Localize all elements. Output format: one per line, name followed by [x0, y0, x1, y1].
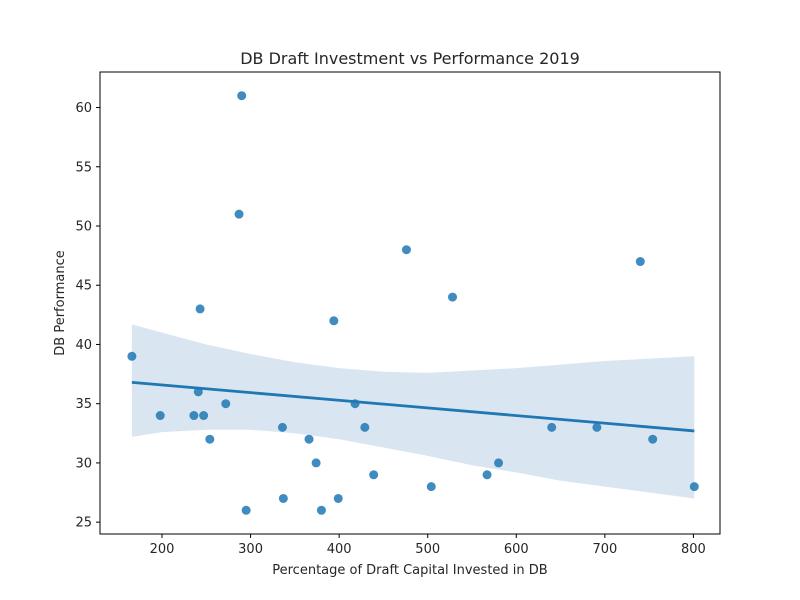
y-tick-label: 30	[75, 456, 92, 471]
data-point	[401, 245, 411, 255]
data-point	[278, 493, 288, 503]
x-tick-label: 800	[681, 542, 706, 557]
y-axis: 25 30 35 40 45 50 55 60	[75, 101, 100, 531]
plot-frame	[99, 71, 721, 535]
data-point	[221, 399, 231, 409]
y-axis-label: DB Performance	[53, 250, 68, 355]
data-point	[277, 422, 287, 432]
data-point	[592, 422, 602, 432]
plot-area	[127, 91, 699, 515]
x-axis: 200 300 400 500 600 700 800	[150, 534, 706, 557]
data-point	[127, 351, 137, 361]
x-tick-label: 400	[327, 542, 352, 557]
data-point	[426, 482, 436, 492]
y-tick-label: 55	[75, 160, 92, 175]
confidence-band	[131, 324, 695, 499]
regression-line	[131, 380, 695, 433]
data-point	[234, 209, 244, 219]
y-tick-label: 25	[75, 516, 92, 531]
data-point	[205, 434, 215, 444]
data-point	[316, 505, 326, 515]
x-axis-label: Percentage of Draft Capital Invested in …	[272, 563, 547, 578]
data-point	[329, 316, 339, 326]
data-point	[648, 434, 658, 444]
y-tick-label: 60	[75, 101, 92, 116]
data-point	[237, 91, 247, 101]
data-point	[311, 458, 321, 468]
x-tick-label: 600	[504, 542, 529, 557]
x-tick-label: 200	[150, 542, 175, 557]
chart-title: DB Draft Investment vs Performance 2019	[240, 49, 580, 68]
data-point	[448, 292, 458, 302]
data-point	[689, 482, 699, 492]
data-point	[155, 411, 165, 421]
data-point	[189, 411, 199, 421]
data-point	[547, 422, 557, 432]
data-point	[360, 422, 370, 432]
data-point	[494, 458, 504, 468]
x-tick-label: 300	[238, 542, 263, 557]
y-tick-label: 40	[75, 338, 92, 353]
data-point	[241, 505, 251, 515]
x-tick-label: 700	[592, 542, 617, 557]
data-point	[195, 304, 205, 314]
data-point	[482, 470, 492, 480]
data-point	[304, 434, 314, 444]
y-tick-label: 45	[75, 279, 92, 294]
data-point	[333, 493, 343, 503]
y-tick-label: 35	[75, 397, 92, 412]
data-point	[199, 411, 209, 421]
x-tick-label: 500	[415, 542, 440, 557]
data-point	[369, 470, 379, 480]
y-tick-label: 50	[75, 220, 92, 235]
data-point	[635, 257, 645, 267]
